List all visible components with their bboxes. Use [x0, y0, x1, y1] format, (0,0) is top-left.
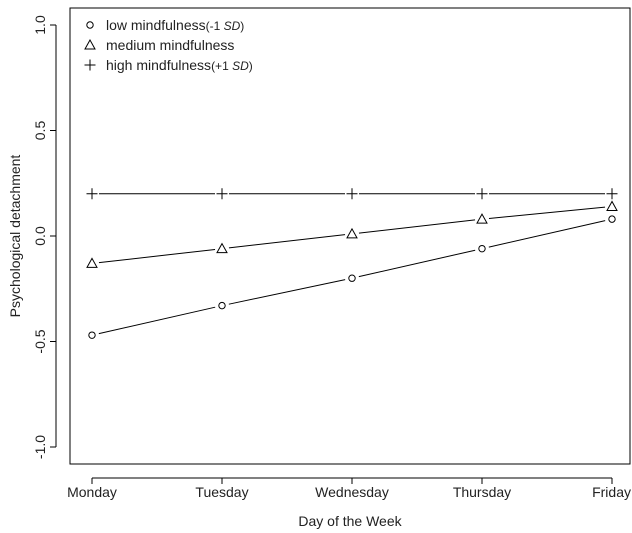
- legend-label-medium: medium mindfulness: [106, 37, 234, 53]
- legend-marker-triangle: [84, 38, 96, 50]
- x-tick-label: Tuesday: [195, 484, 248, 500]
- legend-marker-plus: [84, 59, 96, 71]
- data-point-triangle: [346, 227, 358, 239]
- data-point-triangle: [476, 213, 488, 224]
- data-point-circle: [88, 331, 96, 339]
- y-tick-label: -0.5: [32, 329, 48, 353]
- legend-label-low: low mindfulness(-1 SD): [106, 17, 244, 33]
- series-line-segment: [228, 234, 346, 249]
- legend-marker-circle: [86, 21, 94, 29]
- legend-symbol-circle: [86, 21, 94, 29]
- series-layer: [86, 188, 618, 339]
- x-tick-label: Monday: [67, 484, 117, 500]
- legend-symbol-plus: [84, 59, 96, 71]
- y-axis-title: Psychological detachment: [7, 155, 23, 318]
- data-point-triangle: [606, 200, 618, 211]
- y-tick-label: 1.0: [32, 15, 48, 35]
- x-tick-label: Wednesday: [315, 484, 389, 500]
- y-tick-label: -1.0: [32, 435, 48, 459]
- data-point-circle: [218, 301, 226, 310]
- series-line-segment: [98, 306, 216, 335]
- series-line-segment: [98, 248, 216, 264]
- y-tick-label: 0.0: [32, 226, 48, 246]
- series-circle: [88, 215, 616, 339]
- x-axis-title: Day of the Week: [298, 513, 402, 529]
- data-point-plus: [86, 188, 98, 200]
- y-axis-ticks: -1.0 -0.5 0.0 0.5 1.0: [32, 15, 56, 459]
- series-line-segment: [488, 206, 606, 219]
- series-triangle: [86, 200, 618, 268]
- legend-label-high: high mindfulness(+1 SD): [106, 57, 253, 73]
- series-plus: [86, 188, 618, 200]
- legend: low mindfulness(-1 SD) medium mindfulnes…: [84, 17, 253, 73]
- series-line-segment: [228, 279, 346, 305]
- plot-frame: [69, 7, 631, 465]
- series-line-segment: [358, 249, 476, 278]
- data-point-plus: [606, 188, 618, 200]
- data-point-circle: [478, 244, 486, 253]
- x-tick-label: Thursday: [453, 484, 511, 500]
- x-tick-label: Friday: [592, 484, 631, 500]
- y-tick-label: 0.5: [32, 121, 48, 141]
- data-point-circle: [348, 274, 356, 282]
- data-point-triangle: [86, 257, 98, 268]
- series-line-segment: [488, 220, 606, 248]
- data-point-plus: [216, 188, 228, 200]
- series-line-segment: [358, 219, 476, 234]
- legend-symbol-triangle: [84, 38, 96, 50]
- x-axis-ticks: Monday Tuesday Wednesday Thursday Friday: [67, 478, 631, 500]
- data-point-plus: [476, 188, 488, 200]
- data-point-triangle: [216, 242, 228, 254]
- data-point-circle: [608, 215, 616, 223]
- data-point-plus: [346, 188, 358, 200]
